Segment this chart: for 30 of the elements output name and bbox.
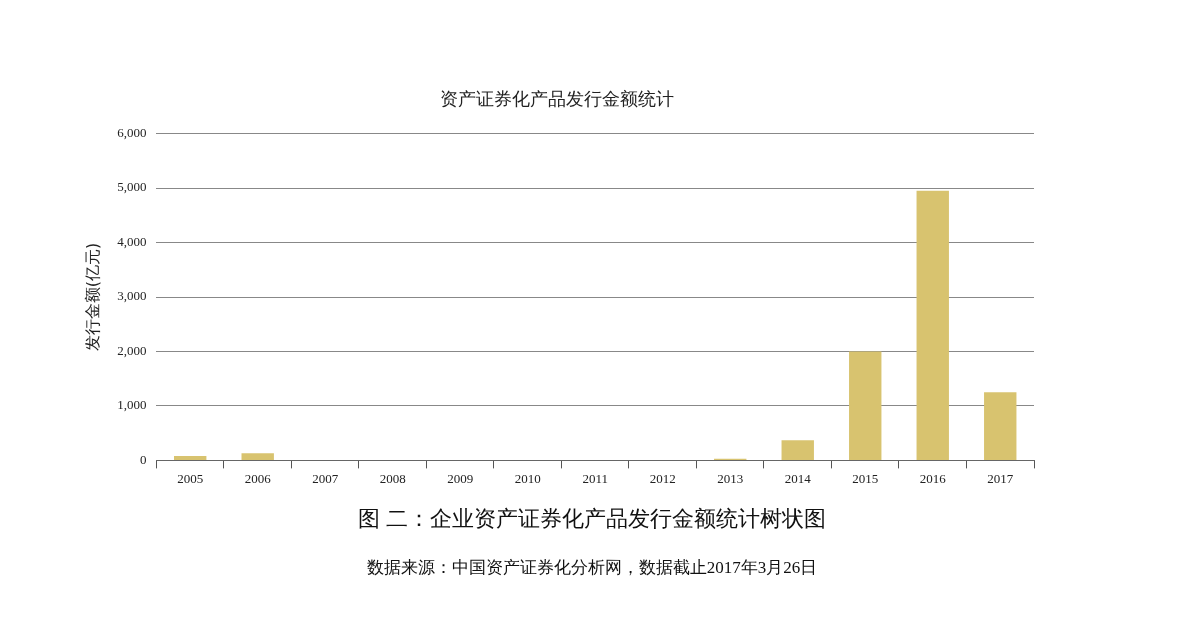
bar [781, 440, 814, 460]
y-tick-label: 3,000 [117, 288, 147, 304]
bar [984, 392, 1017, 460]
x-tick-label: 2006 [244, 470, 272, 486]
text: 图 二：企业资产证券化产品发行金额统计树状图 [356, 505, 828, 533]
y-tick-label: 2,000 [117, 342, 147, 358]
x-tick-label: 2015 [852, 470, 879, 486]
y-tick-label: 1,000 [117, 397, 147, 413]
x-tick-label: 2012 [649, 470, 676, 486]
x-tick-label: 2017 [987, 470, 1014, 486]
bar [916, 190, 949, 460]
y-tick-label: 4,000 [117, 233, 147, 249]
bar [174, 456, 207, 460]
x-tick-label: 2016 [919, 470, 947, 486]
x-tick-label: 2011 [582, 470, 608, 486]
bar [241, 453, 274, 460]
chart-title: 资产证券化产品发行金额统计 [440, 88, 674, 110]
y-tick-label: 6,000 [117, 125, 147, 141]
y-tick-label: 0 [139, 451, 147, 467]
y-tick-label: 5,000 [117, 179, 147, 195]
x-tick-label: 2008 [379, 470, 406, 486]
x-tick-label: 2007 [312, 470, 339, 486]
bar [849, 351, 882, 460]
y-axis-title: 发行金额(亿元) [82, 242, 102, 352]
x-tick-label: 2014 [784, 470, 812, 486]
x-tick-label: 2005 [177, 470, 204, 486]
x-tick-label: 2013 [717, 470, 744, 486]
x-tick-label: 2010 [514, 470, 541, 486]
x-tick-label: 2009 [447, 470, 474, 486]
source-note: 数据来源：中国资产证券化分析网，数据截止2017年3月26日 [365, 557, 819, 579]
